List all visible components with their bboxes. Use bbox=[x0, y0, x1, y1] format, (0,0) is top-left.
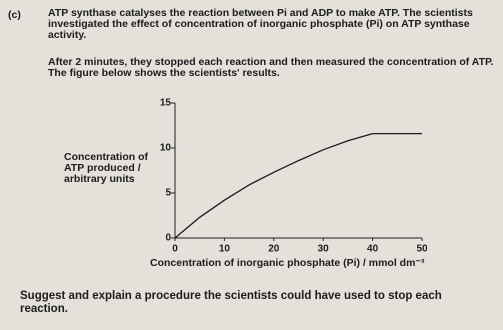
x-tick-label: 10 bbox=[219, 244, 231, 255]
y-tick-label: 0 bbox=[165, 233, 171, 244]
prompt-text: Suggest and explain a procedure the scie… bbox=[20, 290, 442, 315]
question-label: (c) bbox=[8, 9, 21, 21]
y-tick-label: 5 bbox=[165, 188, 171, 199]
data-line bbox=[174, 132, 422, 239]
x-tick-label: 50 bbox=[416, 244, 428, 255]
x-axis-label: Concentration of inorganic phosphate (Pi… bbox=[150, 257, 425, 269]
y-tick-label: 10 bbox=[160, 143, 172, 154]
x-tick-label: 40 bbox=[367, 244, 379, 255]
x-tick-label: 0 bbox=[172, 244, 178, 255]
y-axis-label: Concentration of ATP produced / arbitrar… bbox=[64, 151, 148, 185]
x-tick-label: 20 bbox=[268, 244, 280, 255]
x-tick-label: 30 bbox=[318, 244, 330, 255]
method-text: After 2 minutes, they stopped each react… bbox=[48, 56, 494, 79]
y-tick-label: 15 bbox=[160, 98, 172, 109]
intro-text: ATP synthase catalyses the reaction betw… bbox=[48, 7, 473, 41]
